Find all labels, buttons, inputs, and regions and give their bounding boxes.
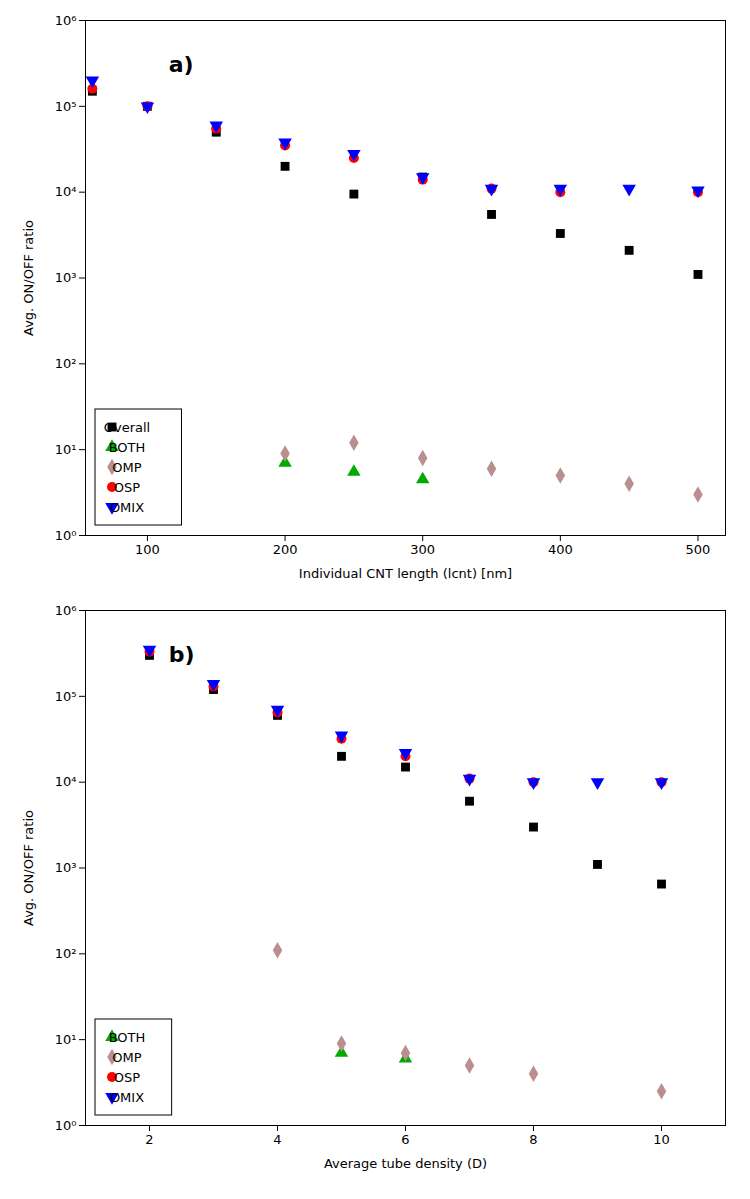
svg-text:10⁵: 10⁵ (55, 688, 77, 703)
svg-text:10⁵: 10⁵ (55, 98, 77, 113)
svg-text:OMP: OMP (112, 460, 141, 475)
svg-text:OMP: OMP (112, 1050, 141, 1065)
svg-text:10⁰: 10⁰ (55, 528, 77, 543)
svg-text:BOTH: BOTH (109, 1030, 146, 1045)
svg-text:10: 10 (653, 1132, 670, 1147)
svg-text:OSP: OSP (114, 480, 140, 495)
svg-text:10⁰: 10⁰ (55, 1118, 77, 1133)
svg-text:6: 6 (401, 1132, 409, 1147)
svg-text:8: 8 (529, 1132, 537, 1147)
svg-text:10²: 10² (55, 946, 77, 961)
svg-text:100: 100 (135, 542, 160, 557)
svg-text:10⁴: 10⁴ (55, 774, 77, 789)
svg-text:Avg. ON/OFF ratio: Avg. ON/OFF ratio (21, 220, 36, 336)
svg-text:10⁶: 10⁶ (55, 13, 77, 28)
svg-text:200: 200 (273, 542, 298, 557)
svg-text:10³: 10³ (55, 860, 77, 875)
svg-text:Overall: Overall (104, 420, 150, 435)
svg-text:10⁶: 10⁶ (55, 603, 77, 618)
svg-text:OMIX: OMIX (110, 1090, 144, 1105)
svg-text:10³: 10³ (55, 270, 77, 285)
svg-text:b): b) (169, 642, 195, 667)
svg-text:OSP: OSP (114, 1070, 140, 1085)
svg-text:a): a) (169, 52, 194, 77)
svg-text:10¹: 10¹ (55, 1032, 77, 1047)
svg-text:Average tube density (D): Average tube density (D) (324, 1156, 487, 1171)
svg-text:Individual CNT length (lcnt) [: Individual CNT length (lcnt) [nm] (299, 566, 512, 581)
svg-text:OMIX: OMIX (110, 500, 144, 515)
svg-text:BOTH: BOTH (109, 440, 146, 455)
svg-text:2: 2 (145, 1132, 153, 1147)
svg-text:10²: 10² (55, 356, 77, 371)
svg-text:10¹: 10¹ (55, 442, 77, 457)
svg-text:Avg. ON/OFF ratio: Avg. ON/OFF ratio (21, 810, 36, 926)
svg-text:400: 400 (548, 542, 573, 557)
svg-text:300: 300 (410, 542, 435, 557)
svg-text:10⁴: 10⁴ (55, 184, 77, 199)
svg-text:500: 500 (686, 542, 711, 557)
svg-text:4: 4 (273, 1132, 281, 1147)
